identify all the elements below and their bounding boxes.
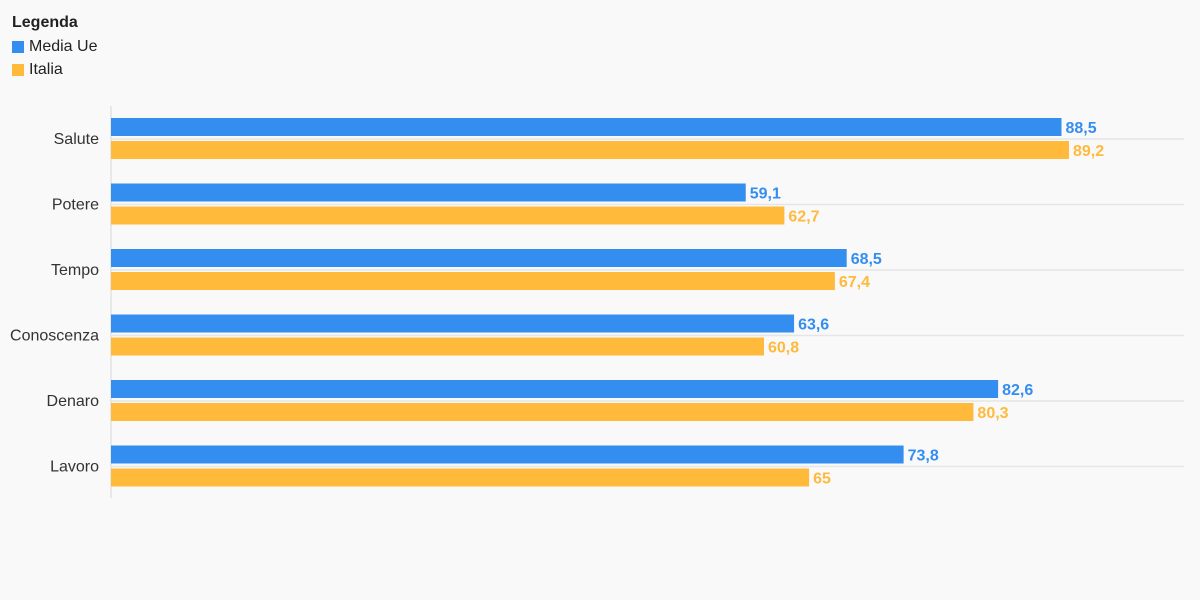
bar [111, 249, 847, 267]
bar [111, 314, 795, 333]
category-label: Tempo [51, 262, 99, 279]
data-label: 59,1 [750, 186, 781, 203]
bar [111, 272, 835, 290]
legend-label-media-ue: Media Ue [29, 37, 98, 55]
data-label: 60,8 [768, 340, 799, 357]
legend-item-media-ue[interactable]: Media Ue [12, 35, 97, 58]
category-label: Potere [52, 197, 99, 214]
data-label: 73,8 [908, 448, 939, 465]
bar [111, 380, 999, 398]
bar [111, 183, 746, 202]
bar [111, 337, 764, 356]
legend-swatch-media-ue [12, 40, 24, 53]
data-label: 62,7 [788, 209, 819, 226]
data-label: 80,3 [977, 405, 1008, 422]
category-label: Denaro [47, 393, 100, 410]
bar [111, 118, 1062, 136]
category-label: Lavoro [50, 459, 99, 476]
bar [111, 206, 785, 225]
data-label: 63,6 [798, 317, 829, 334]
legend-swatch-italia [12, 63, 24, 76]
data-label: 88,5 [1065, 120, 1096, 137]
legend: Legenda Media Ue Italia [12, 12, 97, 81]
category-label: Salute [54, 131, 99, 148]
data-label: 65 [813, 471, 831, 488]
category-label: Conoscenza [10, 328, 99, 345]
data-label: 89,2 [1073, 143, 1104, 160]
data-label: 67,4 [839, 274, 870, 291]
legend-title: Legenda [12, 14, 78, 31]
data-label: 68,5 [851, 251, 882, 268]
bar [111, 141, 1070, 159]
bar [111, 403, 974, 421]
legend-item-italia[interactable]: Italia [12, 58, 97, 81]
bar [111, 445, 904, 464]
bar [111, 468, 810, 487]
legend-label-italia: Italia [29, 60, 63, 78]
data-label: 82,6 [1002, 382, 1033, 399]
